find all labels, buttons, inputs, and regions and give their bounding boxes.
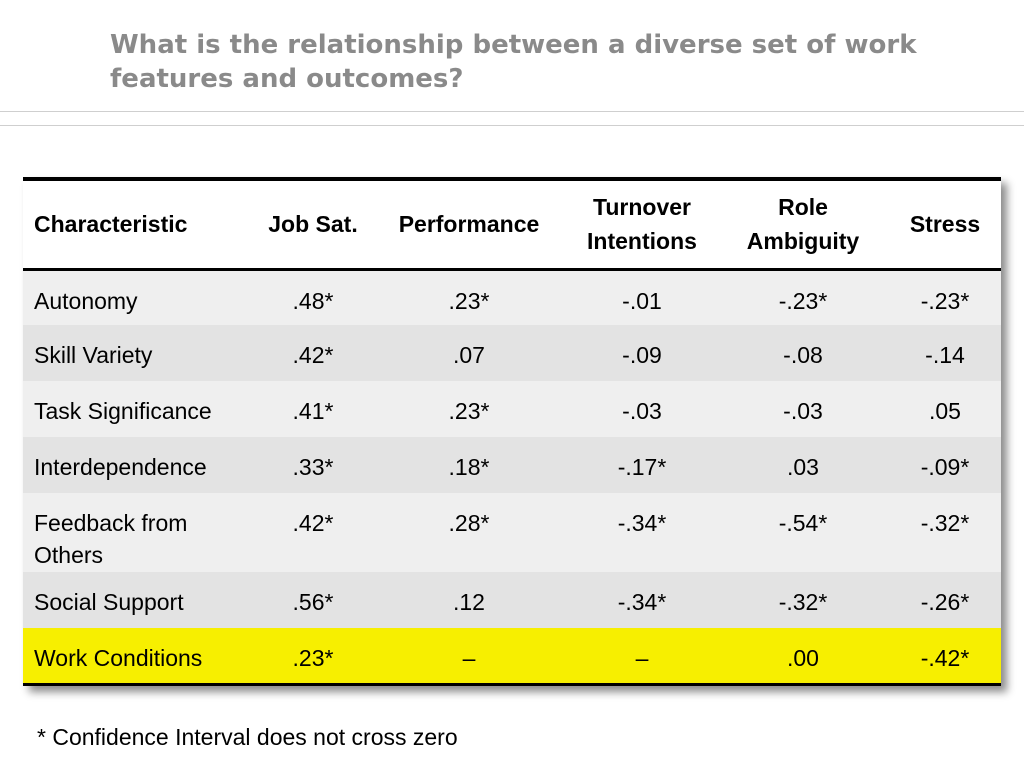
table-row-highlighted: Work Conditions .23* – – .00 -.42*	[23, 628, 1001, 684]
cell-role-ambiguity: -.08	[783, 342, 823, 368]
cell-turnover-intentions: -.17*	[617, 454, 667, 480]
footnote: * Confidence Interval does not cross zer…	[37, 724, 458, 750]
cell-stress: -.42*	[920, 645, 970, 671]
slide-title: What is the relationship between a diver…	[110, 30, 917, 94]
cell-role-ambiguity: -.32*	[778, 589, 828, 615]
cell-characteristic: Social Support	[34, 589, 184, 615]
cell-stress: -.26*	[920, 589, 970, 615]
table-row: Feedback from Others .42* .28* -.34* -.5…	[23, 493, 1001, 572]
header-characteristic: Characteristic	[23, 179, 255, 271]
cell-role-ambiguity: .00	[787, 645, 819, 671]
cell-role-ambiguity: -.54*	[778, 510, 828, 536]
cell-characteristic: Interdependence	[34, 454, 207, 480]
table-header-row: Characteristic Job Sat. Performance Turn…	[23, 179, 1001, 271]
header-stress: Stress	[889, 179, 1001, 271]
correlation-table: Characteristic Job Sat. Performance Turn…	[23, 177, 1001, 686]
correlation-table-container: Characteristic Job Sat. Performance Turn…	[23, 177, 1001, 686]
cell-turnover-intentions: -.34*	[617, 510, 667, 536]
cell-job-sat: .56*	[292, 589, 334, 615]
cell-stress: -.09*	[920, 454, 970, 480]
header-turnover-intentions: Turnover Intentions	[567, 179, 717, 271]
cell-role-ambiguity: .03	[787, 454, 819, 480]
table-row: Interdependence .33* .18* -.17* .03 -.09…	[23, 437, 1001, 493]
cell-role-ambiguity: -.23*	[778, 287, 828, 314]
table-row: Social Support .56* .12 -.34* -.32* -.26…	[23, 572, 1001, 628]
header-role-ambiguity: Role Ambiguity	[717, 179, 889, 271]
title-divider-secondary	[0, 125, 1024, 126]
cell-turnover-intentions: -.03	[622, 398, 662, 424]
cell-stress: -.23*	[920, 287, 970, 314]
cell-job-sat: .42*	[292, 342, 334, 368]
cell-characteristic: Skill Variety	[34, 342, 153, 368]
table-row: Task Significance .41* .23* -.03 -.03 .0…	[23, 381, 1001, 437]
cell-characteristic: Work Conditions	[34, 645, 203, 671]
cell-performance: .07	[453, 342, 485, 368]
cell-job-sat: .23*	[292, 645, 334, 671]
cell-job-sat: .42*	[292, 510, 334, 536]
cell-performance: .18*	[448, 454, 490, 480]
cell-stress: -.14	[925, 342, 965, 368]
cell-characteristic: Autonomy	[34, 287, 138, 314]
header-job-sat: Job Sat.	[255, 179, 371, 271]
cell-stress: .05	[929, 398, 961, 424]
cell-role-ambiguity: -.03	[783, 398, 823, 424]
table-row: Skill Variety .42* .07 -.09 -.08 -.14	[23, 325, 1001, 381]
cell-characteristic: Task Significance	[34, 398, 212, 424]
cell-performance: .12	[453, 589, 485, 615]
cell-turnover-intentions: -.34*	[617, 589, 667, 615]
title-divider	[0, 111, 1024, 112]
cell-job-sat: .41*	[292, 398, 334, 424]
cell-performance: .23*	[448, 398, 490, 424]
cell-job-sat: .48*	[292, 287, 334, 314]
cell-performance: .28*	[448, 510, 490, 536]
header-performance: Performance	[371, 179, 567, 271]
cell-characteristic: Feedback from Others	[34, 510, 188, 568]
cell-performance: .23*	[448, 287, 490, 314]
cell-turnover-intentions: -.09	[622, 342, 662, 368]
table-row: Autonomy .48* .23* -.01 -.23* -.23*	[23, 269, 1001, 325]
cell-job-sat: .33*	[292, 454, 334, 480]
cell-turnover-intentions: -.01	[622, 287, 662, 314]
cell-turnover-intentions: –	[635, 645, 649, 671]
cell-performance: –	[462, 645, 476, 671]
cell-stress: -.32*	[920, 510, 970, 536]
